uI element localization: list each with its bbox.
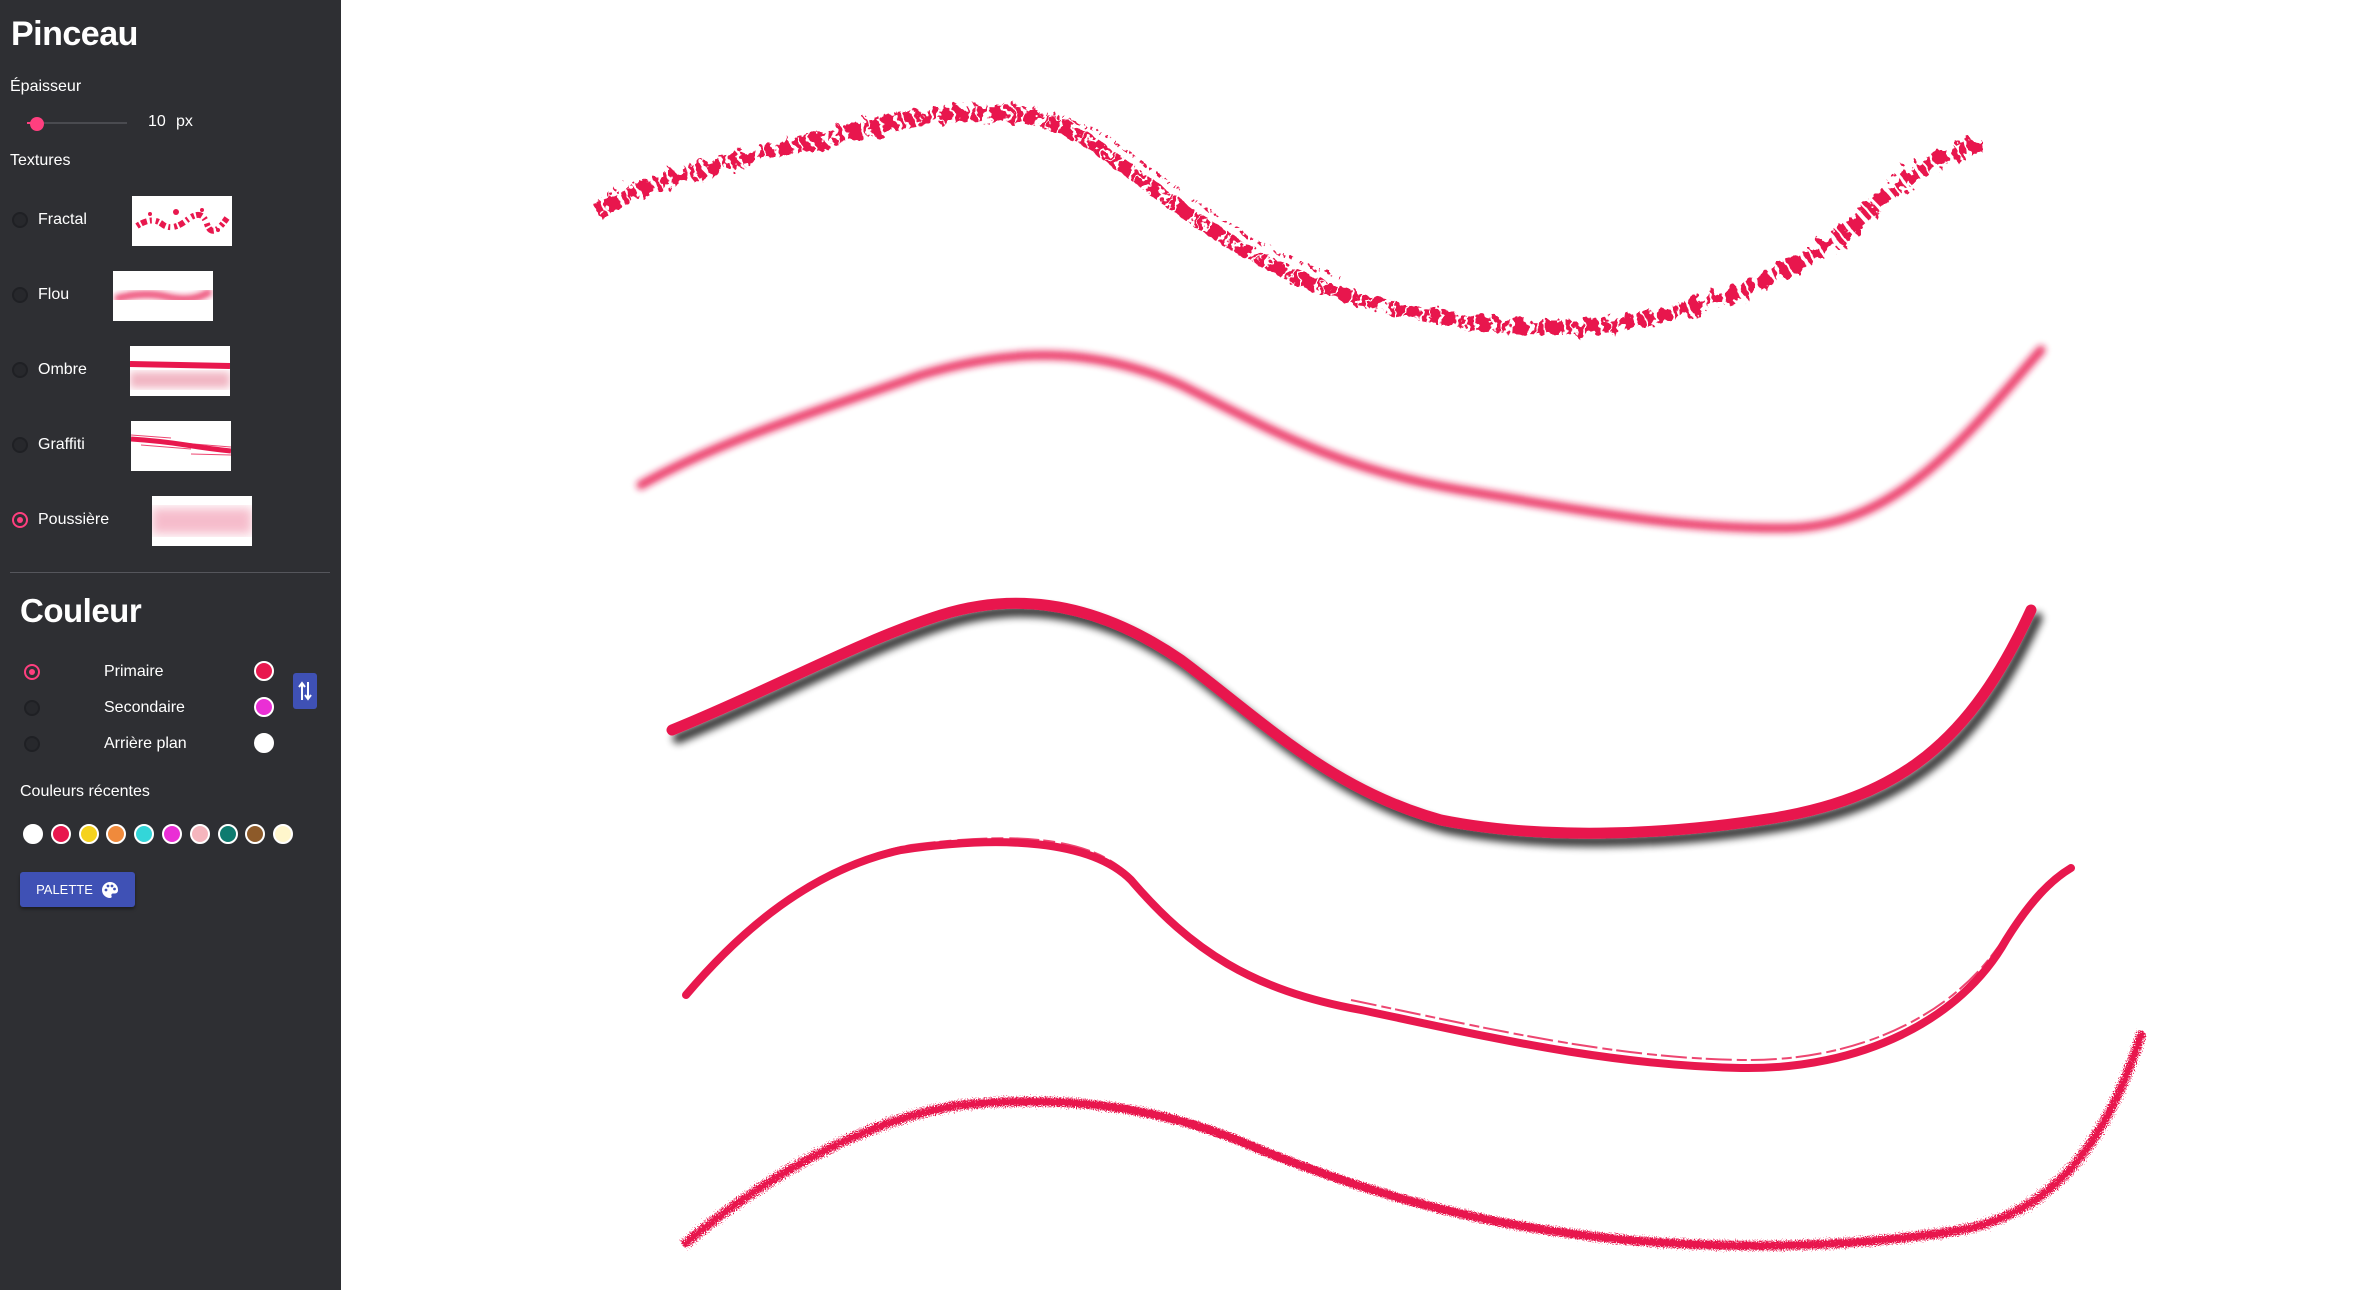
graffiti-stroke bbox=[682, 837, 2075, 1073]
texture-radio-ombre[interactable] bbox=[12, 362, 28, 378]
texture-label-ombre[interactable]: Ombre bbox=[38, 361, 87, 378]
primary-color-swatch[interactable] bbox=[254, 661, 274, 681]
recent-color-swatch[interactable] bbox=[162, 824, 182, 844]
swap-colors-button[interactable] bbox=[293, 673, 317, 709]
dust-preview-image bbox=[152, 508, 252, 534]
dust-stroke bbox=[681, 1030, 2146, 1251]
palette-button[interactable]: PALETTE bbox=[20, 872, 135, 907]
section-divider bbox=[10, 572, 330, 573]
thickness-value[interactable]: 10 bbox=[148, 113, 166, 130]
texture-label-graffiti[interactable]: Graffiti bbox=[38, 436, 85, 453]
canvas-strokes bbox=[593, 103, 2146, 1251]
recent-color-swatch[interactable] bbox=[245, 824, 265, 844]
texture-radio-flou[interactable] bbox=[12, 287, 28, 303]
shadow-preview-image bbox=[130, 361, 230, 388]
palette-icon bbox=[101, 881, 118, 898]
drawing-canvas[interactable] bbox=[341, 0, 2368, 1290]
recent-color-swatch[interactable] bbox=[190, 824, 210, 844]
texture-label-flou[interactable]: Flou bbox=[38, 286, 70, 303]
texture-label-poussiere[interactable]: Poussière bbox=[38, 511, 110, 528]
texture-radio-graffiti[interactable] bbox=[12, 437, 28, 453]
graffiti-preview-image bbox=[131, 434, 231, 456]
recent-color-swatch[interactable] bbox=[273, 824, 293, 844]
tool-sidebar: Pinceau Épaisseur 10 px Textures Fractal… bbox=[0, 0, 341, 1290]
recent-color-swatch[interactable] bbox=[79, 824, 99, 844]
secondary-color-swatch[interactable] bbox=[254, 697, 274, 717]
color-radio-primary[interactable] bbox=[24, 664, 40, 680]
background-color-swatch[interactable] bbox=[254, 733, 274, 753]
texture-preview-poussiere[interactable] bbox=[152, 496, 252, 546]
thickness-unit: px bbox=[176, 113, 193, 130]
fractal-preview-image bbox=[135, 208, 230, 234]
color-label-primary[interactable]: Primaire bbox=[104, 663, 164, 680]
texture-preview-fractal[interactable] bbox=[132, 196, 232, 246]
color-label-background[interactable]: Arrière plan bbox=[104, 735, 187, 752]
recent-colors-label: Couleurs récentes bbox=[20, 783, 150, 800]
brush-section-title: Pinceau bbox=[11, 15, 138, 53]
color-label-secondary[interactable]: Secondaire bbox=[104, 699, 185, 716]
recent-color-swatch[interactable] bbox=[23, 824, 43, 844]
texture-preview-ombre[interactable] bbox=[130, 346, 230, 396]
texture-radio-poussiere[interactable] bbox=[12, 512, 28, 528]
swap-icon bbox=[298, 681, 312, 701]
texture-label-fractal[interactable]: Fractal bbox=[38, 211, 87, 228]
texture-preview-flou[interactable] bbox=[113, 271, 213, 321]
recent-color-swatch[interactable] bbox=[51, 824, 71, 844]
recent-color-swatch[interactable] bbox=[134, 824, 154, 844]
palette-button-label: PALETTE bbox=[36, 882, 93, 897]
textures-label: Textures bbox=[10, 152, 71, 169]
fractal-stroke bbox=[593, 103, 1983, 336]
texture-preview-graffiti[interactable] bbox=[131, 421, 231, 471]
color-section-title: Couleur bbox=[20, 592, 142, 629]
blur-preview-image bbox=[114, 288, 213, 303]
thickness-label: Épaisseur bbox=[10, 78, 82, 95]
texture-radio-fractal[interactable] bbox=[12, 212, 28, 228]
thickness-slider-knob[interactable] bbox=[30, 117, 44, 131]
recent-color-swatch[interactable] bbox=[218, 824, 238, 844]
shadow-stroke bbox=[666, 597, 2037, 839]
color-radio-background[interactable] bbox=[24, 736, 40, 752]
color-radio-secondary[interactable] bbox=[24, 700, 40, 716]
blur-stroke bbox=[636, 345, 2046, 533]
recent-color-swatch[interactable] bbox=[106, 824, 126, 844]
